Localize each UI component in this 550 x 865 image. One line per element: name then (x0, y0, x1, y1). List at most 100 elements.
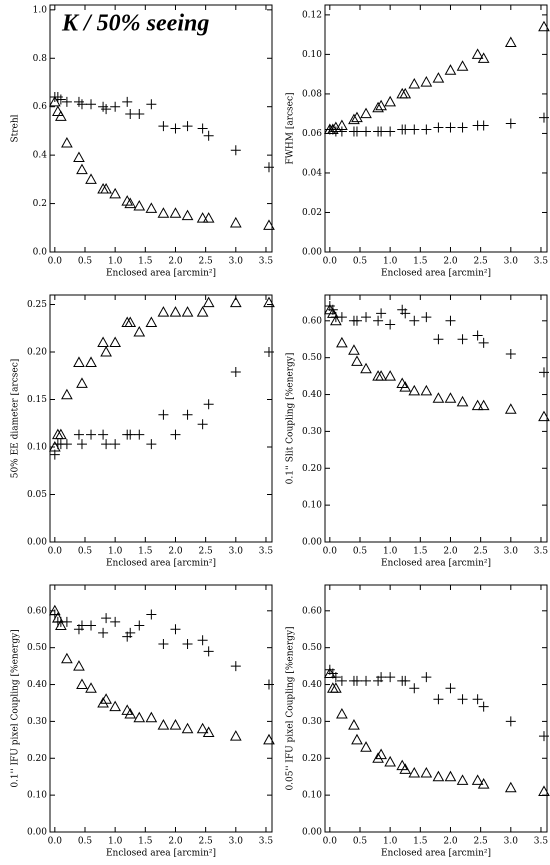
triangle-point (477, 778, 490, 789)
triangle-point (432, 72, 445, 83)
y-tick-label: 0.8 (33, 54, 48, 64)
x-tick-label: 1.5 (413, 547, 428, 557)
plus-point (125, 108, 136, 119)
triangle-point (76, 377, 88, 388)
plus-point (55, 94, 66, 105)
triangle-point (202, 726, 215, 737)
y-tick-label: 0.6 (33, 102, 48, 112)
x-tick-label: 1.5 (138, 257, 153, 267)
triangle-point (100, 183, 112, 194)
x-axis-label: Enclosed area [arcmin²] (381, 269, 491, 279)
triangle-point (100, 345, 112, 357)
triangle-point (326, 123, 339, 134)
triangle-point (263, 219, 275, 230)
x-tick-label: 0.5 (78, 837, 93, 847)
triangle-point (444, 392, 457, 403)
triangle-point (181, 722, 194, 734)
plus-point (146, 99, 157, 110)
plus-point (61, 616, 72, 627)
x-tick-label: 3.0 (504, 257, 519, 267)
x-tick-label: 1.0 (383, 837, 398, 847)
plus-point (361, 312, 372, 323)
x-tick-label: 1.5 (413, 837, 428, 847)
y-tick-label: 0.60 (302, 606, 322, 616)
y-tick-label: 0.15 (27, 395, 47, 405)
plus-point (385, 319, 396, 330)
plus-point (110, 439, 121, 450)
triangle-point (323, 667, 336, 678)
plus-point (230, 661, 241, 672)
plus-point (76, 620, 87, 631)
x-tick-label: 1.0 (383, 547, 398, 557)
triangle-point (133, 326, 146, 337)
triangle-point (124, 316, 137, 328)
x-tick-label: 1.0 (108, 257, 123, 267)
plus-point (445, 315, 456, 326)
triangle-point (48, 440, 61, 452)
plus-point (98, 627, 109, 638)
y-tick-label: 0.00 (27, 538, 47, 548)
triangle-point (181, 209, 194, 221)
triangle-point (348, 113, 360, 125)
y-tick-label: 0.20 (302, 464, 322, 474)
y-tick-label: 0.40 (302, 390, 322, 400)
plus-point (421, 124, 432, 135)
plus-point (146, 439, 157, 450)
triangle-point (85, 682, 97, 693)
x-tick-label: 0.0 (48, 837, 63, 847)
triangle-point (202, 296, 215, 308)
plot-frame (324, 294, 548, 543)
plus-point (170, 624, 181, 635)
plus-point (433, 122, 444, 133)
plus-point (73, 429, 84, 440)
x-tick-label: 0.0 (48, 257, 63, 267)
plus-point (101, 613, 112, 624)
plus-point (472, 694, 483, 705)
triangle-point (97, 696, 109, 708)
plus-point (376, 308, 387, 319)
triangle-point (121, 195, 134, 206)
triangle-point (157, 207, 170, 218)
plus-point (76, 439, 87, 450)
triangle-point (181, 306, 194, 317)
y-tick-label: 0.00 (302, 538, 322, 548)
plus-point (170, 123, 181, 134)
triangle-point (51, 105, 64, 117)
y-tick-label: 0.40 (27, 680, 47, 690)
plus-point (361, 675, 372, 686)
triangle-point (196, 306, 209, 317)
x-tick-label: 0.5 (78, 547, 93, 557)
y-tick-label: 0.00 (27, 828, 47, 838)
x-tick-label: 3.5 (534, 547, 549, 557)
plus-point (351, 126, 362, 137)
triangle-point (55, 110, 67, 121)
plus-point (125, 429, 136, 440)
plus-point (351, 315, 362, 326)
triangle-point (408, 384, 421, 396)
plus-point (385, 126, 396, 137)
triangle-point (375, 99, 387, 111)
x-tick-label: 2.5 (198, 547, 213, 557)
triangle-point (73, 151, 85, 163)
y-tick-label: 0.06 (302, 129, 322, 139)
y-axis-label: 0.05'' IFU pixel Coupling [%energy] (286, 626, 296, 790)
triangle-point (263, 733, 275, 745)
plus-point (230, 145, 241, 156)
triangle-point (360, 107, 372, 119)
x-axis-label: Enclosed area [arcmin²] (106, 849, 216, 859)
x-tick-label: 2.5 (198, 837, 213, 847)
triangle-point (538, 20, 550, 32)
y-tick-label: 0.12 (302, 10, 322, 20)
x-tick-label: 2.0 (443, 257, 458, 267)
triangle-point (109, 336, 122, 347)
plus-point (182, 121, 193, 132)
plus-point (457, 694, 468, 705)
triangle-point (109, 187, 122, 199)
y-tick-label: 0.10 (27, 791, 47, 801)
y-tick-label: 0.60 (27, 606, 47, 616)
triangle-point (471, 399, 484, 411)
plus-point (478, 701, 489, 712)
triangle-point (477, 52, 490, 63)
triangle-point (408, 766, 421, 778)
triangle-point (432, 770, 445, 782)
